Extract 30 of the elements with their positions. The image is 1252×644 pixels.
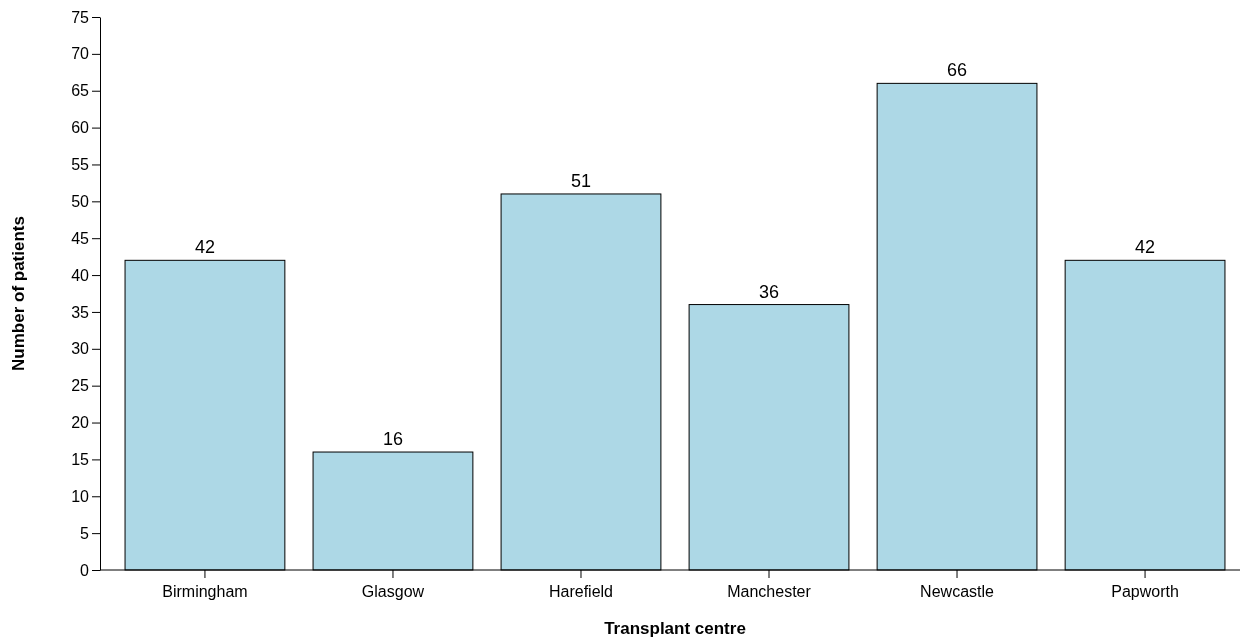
y-tick-label: 45 [71,229,90,247]
x-tick-label: Birmingham [162,583,248,600]
x-tick-label: Glasgow [361,583,425,600]
data-label: 51 [570,170,592,191]
y-tick-label: 75 [71,8,90,26]
y-tick-label: 55 [71,156,90,174]
y-axis-title: Number of patients [9,216,28,371]
data-label: 42 [1135,237,1156,258]
data-label: 16 [382,429,403,450]
y-tick-label: 65 [71,82,90,100]
y-tick-label: 0 [80,561,90,579]
x-tick-label: Manchester [727,583,812,600]
data-label: 42 [194,237,215,258]
y-tick-label: 25 [71,377,90,395]
data-label: 36 [758,281,780,302]
y-tick-label: 70 [71,45,90,63]
x-axis-title: Transplant centre [604,619,746,638]
x-tick-label: Harefield [548,583,614,600]
y-tick-label: 15 [71,451,90,469]
y-tick-label: 40 [71,266,90,284]
y-tick-label: 60 [71,119,90,137]
y-tick-label: 35 [71,303,90,321]
x-tick-label: Newcastle [920,583,995,600]
x-tick-label: Papworth [1111,583,1179,600]
y-tick-label: 30 [71,340,90,358]
y-tick-label: 5 [80,524,90,542]
y-tick-label: 20 [71,414,90,432]
data-label: 66 [947,60,968,81]
y-tick-label: 50 [71,192,90,210]
y-tick-label: 10 [71,487,90,505]
